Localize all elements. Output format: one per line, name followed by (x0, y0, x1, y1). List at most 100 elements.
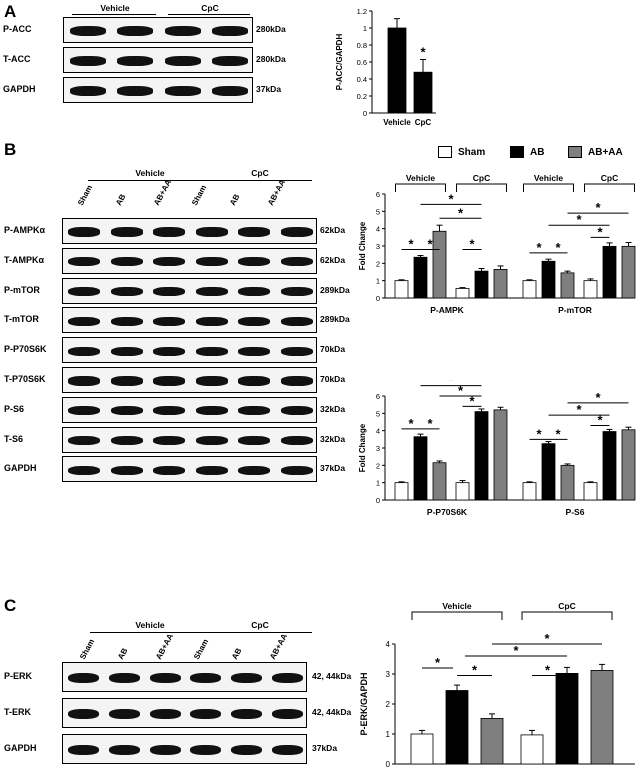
blot-strip (62, 367, 317, 393)
blot-band (238, 227, 271, 237)
bar (555, 673, 579, 765)
y-tick-label: 4 (376, 225, 380, 234)
blot-band (110, 257, 143, 267)
y-tick-label: 0 (376, 294, 380, 303)
y-tick-label: 3 (376, 242, 380, 251)
blot-strip (62, 277, 317, 304)
group-line (90, 632, 200, 633)
blot-row-label: GAPDH (4, 743, 37, 753)
group-bracket (395, 183, 446, 192)
significance-star: * (448, 191, 454, 206)
blot-band (195, 286, 228, 297)
blot-band (195, 435, 228, 446)
blot-band (272, 672, 304, 684)
blot-band (110, 286, 143, 297)
y-tick-label: 5 (376, 409, 380, 418)
blot-row-label: T-S6 (4, 433, 24, 444)
y-axis-label: P-ERK/GAPDH (359, 672, 369, 735)
blot-band (280, 376, 313, 386)
y-tick-label: 1 (363, 24, 367, 33)
blot-band (164, 86, 201, 96)
blot-band (110, 465, 143, 476)
y-tick-label: 2 (386, 700, 391, 709)
blot-band (238, 465, 271, 476)
significance-star: * (555, 426, 561, 441)
significance-star: * (536, 426, 542, 441)
chart-c: 0 1 2 3 4 P-ERK/GAPDH Vehicle CpC * * * * * (359, 601, 635, 769)
significance-star: * (448, 380, 454, 388)
blot-band (164, 56, 201, 66)
blot-band (280, 286, 313, 297)
legend-sham: Sham (438, 146, 485, 158)
blot-row-label: P-S6 (4, 403, 25, 414)
y-tick-label: 0.4 (357, 75, 367, 84)
blot-row-label: T-ERK (4, 707, 31, 717)
blot-kda: 62kDa (320, 254, 346, 265)
bar (541, 443, 556, 501)
y-tick-label: 4 (376, 427, 380, 436)
legend-swatch-sham (438, 146, 452, 158)
blot-band (149, 744, 181, 756)
bar (413, 256, 428, 299)
significance-star: * (408, 236, 414, 251)
y-tick-label: 0.8 (357, 41, 367, 50)
blot-strip (63, 17, 253, 43)
group-bracket-label: Vehicle (442, 601, 472, 611)
blot-band (117, 26, 154, 36)
significance-star: * (472, 663, 478, 678)
group-label-cpc: CpC (251, 620, 269, 630)
blot-band (68, 286, 101, 297)
legend-swatch-ab (510, 146, 524, 158)
significance-star: * (458, 383, 464, 398)
blot-band (153, 286, 186, 297)
lane-label: Sham (76, 183, 95, 207)
blot-kda: 37kDa (320, 463, 346, 474)
lane-label: AB (230, 646, 244, 661)
group-bracket-label: Vehicle (406, 173, 436, 183)
blot-band (280, 346, 313, 356)
y-tick-label: 1 (386, 730, 391, 739)
blot-band (110, 227, 143, 237)
bar (621, 245, 636, 299)
blot-strip (62, 218, 317, 244)
bar (394, 482, 409, 501)
blot-band (231, 708, 263, 720)
significance-star: * (469, 236, 475, 251)
group-line (200, 632, 312, 633)
blot-band (238, 346, 271, 356)
blot-band (110, 376, 143, 386)
lane-label: AB (228, 192, 242, 207)
x-group-label: P-mTOR (558, 305, 592, 315)
bar (480, 718, 504, 765)
y-tick-label: 1 (376, 479, 380, 488)
bar (413, 436, 428, 501)
group-bracket (456, 183, 507, 192)
blot-band (117, 56, 154, 66)
bar (413, 71, 433, 114)
lane-label: Sham (192, 637, 211, 661)
blot-band (69, 86, 106, 96)
significance-star: * (595, 200, 601, 215)
significance-star: * (576, 212, 582, 227)
blot-band (238, 257, 271, 267)
chart-b-top: 0 1 2 3 4 5 6 Fold Change P-AMPK P-mTOR Vehicle CpC… (358, 173, 636, 315)
group-label-cpc: CpC (201, 3, 219, 13)
blot-band (67, 672, 99, 684)
blot-strip (62, 247, 317, 274)
blot-band (68, 316, 101, 327)
blot-band (153, 227, 186, 237)
blot-band (153, 465, 186, 476)
blot-band (190, 708, 222, 720)
group-line (168, 14, 250, 15)
bar (445, 690, 469, 765)
significance-star: * (513, 643, 519, 658)
blot-band (212, 56, 249, 66)
blot-band (238, 376, 271, 386)
bar (583, 482, 598, 501)
blot-strip (62, 426, 317, 453)
blot-band (108, 744, 140, 756)
blot-row-label: T-mTOR (4, 314, 39, 325)
y-axis-label: P-ACC/GAPDH (335, 34, 344, 91)
lane-label: AB+AA (268, 632, 290, 661)
blot-band (280, 406, 313, 416)
